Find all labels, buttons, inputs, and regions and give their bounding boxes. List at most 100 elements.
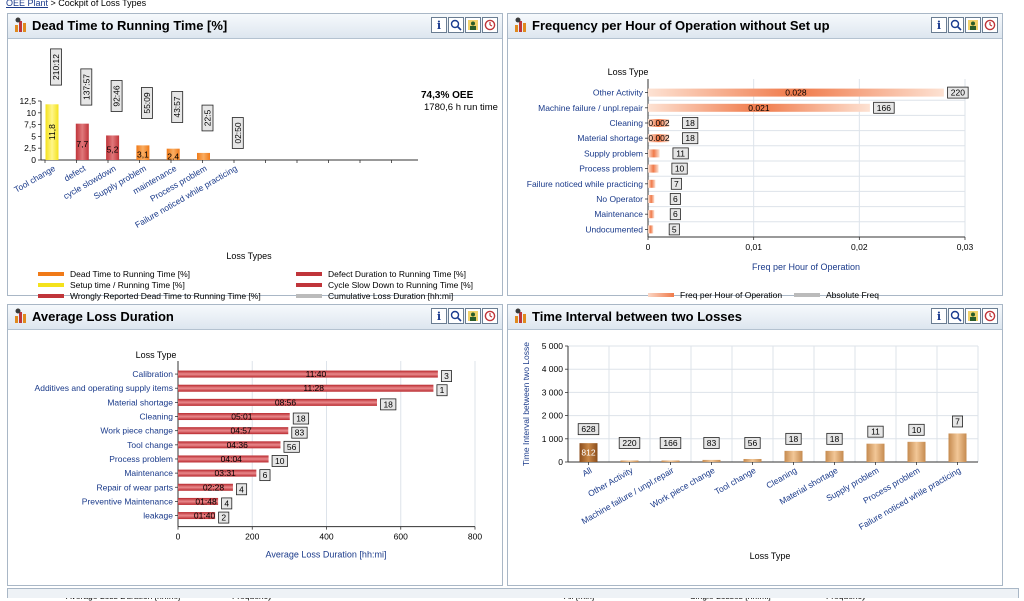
settings-person-icon[interactable]: [965, 308, 981, 324]
frequency-label-box: [873, 101, 895, 114]
frequency-label-box: [951, 415, 963, 428]
bar: [178, 413, 290, 421]
cumulative-label-box: [50, 48, 62, 86]
cumulative-label: 55:09: [142, 92, 152, 114]
frequency-label-box: [271, 455, 288, 467]
zoom-icon[interactable]: [948, 308, 964, 324]
legend-swatch: [38, 294, 64, 298]
frequency-label: 10: [675, 164, 685, 174]
y-tick-label: 2 000: [542, 411, 564, 421]
panel-toolbar: i: [431, 308, 498, 324]
bar-value-label: 02:28: [203, 482, 225, 492]
settings-person-icon[interactable]: [465, 308, 481, 324]
bar-value-label: 2,4: [167, 151, 179, 161]
bar: [579, 443, 598, 462]
bar: [648, 88, 944, 97]
x-axis-title: Loss Types: [226, 251, 272, 261]
breadcrumb-link-oee-plant[interactable]: OEE Plant: [6, 0, 49, 8]
bar: [825, 450, 844, 462]
bar-value-label: 05:01: [231, 412, 253, 422]
frequency-label-box: [908, 423, 925, 436]
frequency-label: 10: [912, 425, 922, 435]
panel-toolbar: i: [431, 17, 498, 33]
info-icon[interactable]: i: [431, 308, 447, 324]
next-panel-header: [7, 588, 1019, 598]
bar: [178, 497, 219, 505]
frequency-label-box: [867, 425, 884, 438]
bar: [648, 210, 655, 219]
info-icon[interactable]: i: [931, 308, 947, 324]
x-tick-label: 800: [468, 532, 482, 542]
y-tick-label: Calibration: [132, 369, 173, 379]
bar: [648, 179, 656, 188]
legend-item: Dead Time to Running Time [%]: [38, 269, 190, 279]
legend-item: Defect Duration to Running Time [%]: [296, 269, 466, 279]
y-tick-label: Process problem: [579, 164, 643, 174]
chart-group-icon: [515, 17, 526, 32]
y-tick-label: Other Activity: [593, 88, 644, 98]
frequency-label-box: [292, 412, 310, 425]
y-tick-label: 5: [31, 131, 36, 141]
panel-title: Dead Time to Running Time [%]: [32, 18, 228, 33]
settings-person-icon[interactable]: [965, 17, 981, 33]
cumulative-label-box: [140, 87, 153, 119]
chart-legend: Dead Time to Running Time [%] Defect Dur…: [8, 39, 502, 301]
settings-person-icon[interactable]: [465, 17, 481, 33]
y-tick-label: Machine failure / unpl.repair: [538, 103, 643, 113]
frequency-label: 4: [239, 484, 244, 494]
bar: [178, 441, 281, 449]
clock-icon[interactable]: [482, 17, 498, 33]
y-axis-title: Loss Type: [608, 67, 649, 77]
bar: [648, 149, 660, 158]
info-icon[interactable]: i: [431, 17, 447, 33]
cumulative-label: 92:46: [112, 85, 122, 107]
y-tick-label: Undocumented: [585, 224, 643, 234]
y-tick-label: 7,5: [24, 120, 36, 130]
chart-legend: All [min] Single Losses [hh:mi] Frequenc…: [508, 330, 1002, 601]
x-axis-title: Freq per Hour of Operation: [752, 262, 860, 272]
legend-label: Cumulative Loss Duration [hh:mi]: [328, 291, 454, 301]
panel-body: 0 200 400 600 800 Calibration 11:40 3 Additives …: [8, 330, 502, 601]
frequency-label: 83: [295, 428, 305, 438]
frequency-label-box: [291, 426, 308, 439]
clock-icon[interactable]: [982, 308, 998, 324]
panel-body: 0 0,01 0,02 0,03 Other Activity 0.028 220 Machi…: [508, 39, 1002, 300]
bar-value-label: 03:31: [215, 468, 237, 478]
frequency-label: 56: [287, 442, 297, 452]
bar-value-label: 04:04: [221, 454, 243, 464]
clock-icon[interactable]: [982, 17, 998, 33]
frequency-chart: 0 0,01 0,02 0,03 Other Activity 0.028 220 Machi…: [527, 67, 974, 272]
info-icon[interactable]: i: [931, 17, 947, 33]
bar-value-label: 3,1: [137, 150, 149, 160]
bar: [907, 441, 926, 462]
panel-header: Frequency per Hour of Operation without …: [508, 14, 1002, 39]
bar: [702, 459, 721, 462]
panel-frequency: Frequency per Hour of Operation without …: [507, 13, 1003, 300]
zoom-icon[interactable]: [948, 17, 964, 33]
x-tick-label: 600: [394, 532, 408, 542]
y-tick-label: 12,5: [19, 96, 36, 106]
bar: [178, 483, 233, 491]
zoom-icon[interactable]: [448, 17, 464, 33]
y-tick-label: 0: [558, 457, 563, 467]
bar-value-label: 0.002: [648, 133, 670, 143]
x-tick-label: 0,02: [851, 242, 868, 252]
cumulative-label-box: [231, 117, 244, 149]
frequency-label-box: [218, 511, 230, 524]
frequency-label-box: [669, 193, 681, 205]
panel-title: Average Loss Duration: [32, 309, 174, 324]
bar-value-label: 01:40: [194, 511, 216, 521]
clock-icon[interactable]: [482, 308, 498, 324]
y-axis-title: Loss Type: [136, 350, 177, 360]
panel-header: Average Loss Duration i: [8, 305, 502, 330]
frequency-label: 166: [877, 103, 891, 113]
frequency-label: 220: [622, 438, 636, 448]
zoom-icon[interactable]: [448, 308, 464, 324]
y-tick-label: Additives and operating supply items: [35, 383, 173, 393]
y-tick-label: Maintenance: [594, 209, 643, 219]
frequency-label-box: [744, 437, 761, 449]
legend-swatch: [296, 294, 322, 298]
frequency-label: 6: [263, 470, 268, 480]
